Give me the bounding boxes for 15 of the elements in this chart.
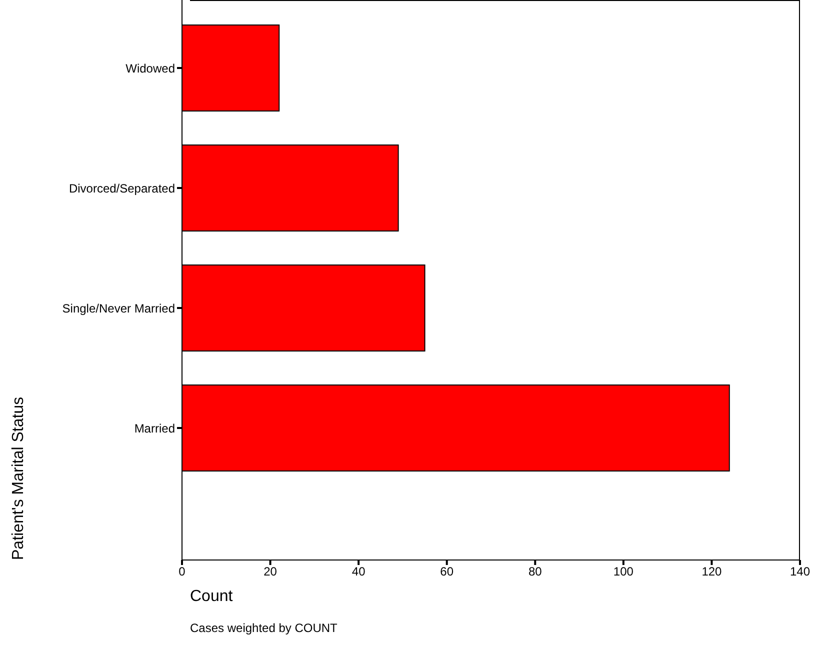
y-axis-title: Patient's Marital Status — [10, 396, 28, 560]
x-tick-label: 20 — [264, 564, 278, 579]
x-tick-label: 100 — [613, 564, 634, 579]
y-tick-label: Widowed — [126, 61, 175, 76]
x-tick-label: 0 — [178, 564, 186, 579]
x-tick-label: 80 — [528, 564, 542, 579]
text: Cases weighted by COUNT — [190, 621, 338, 635]
x-tick-label: 60 — [440, 564, 454, 579]
x-tick-label: 140 — [790, 564, 810, 579]
y-tick-label: Divorced/Separated — [68, 181, 175, 196]
y-tick-label: Married — [134, 421, 175, 436]
x-tick-label: 120 — [702, 564, 722, 579]
x-axis-title: Count — [190, 588, 233, 606]
x-tick-label: 40 — [352, 564, 366, 579]
y-tick-label: Single/Never Married — [62, 301, 175, 316]
